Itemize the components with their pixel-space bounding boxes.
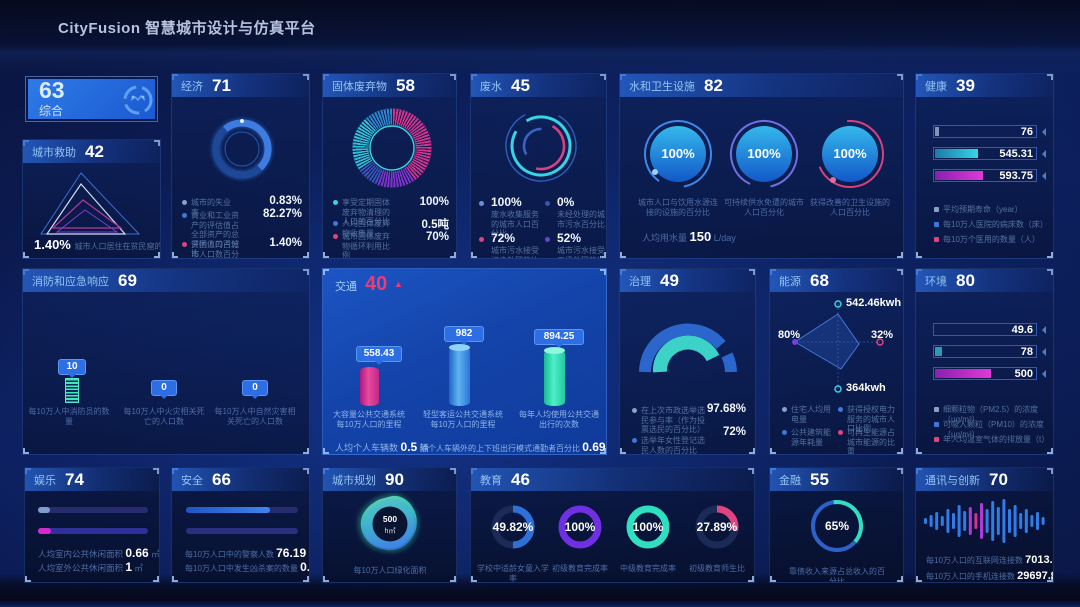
- svg-text:500: 500: [383, 514, 397, 524]
- svg-text:h㎡: h㎡: [385, 527, 396, 535]
